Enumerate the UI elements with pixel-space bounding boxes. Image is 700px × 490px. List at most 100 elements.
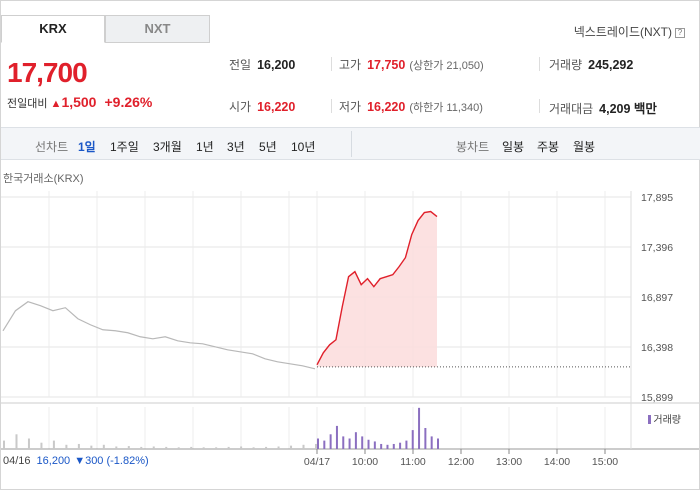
candle-weekly[interactable]: 주봉	[537, 140, 560, 154]
nxt-link-label: 넥스트레이드(NXT)	[573, 25, 672, 39]
volume-bar	[399, 442, 402, 449]
volume-bar	[430, 436, 433, 449]
prev-day-date: 04/16	[3, 455, 31, 467]
candle-chart-label: 봉차트	[456, 140, 490, 154]
x-tick-label: 04/17	[304, 456, 330, 468]
volume-bar	[27, 438, 30, 449]
period-3y[interactable]: 3년	[227, 140, 245, 154]
candle-daily[interactable]: 일봉	[502, 140, 525, 154]
volume-bar	[127, 446, 130, 449]
volume-bar	[418, 407, 421, 449]
volume-bar	[140, 446, 143, 449]
stat-value: 16,200	[257, 58, 296, 72]
price-chart[interactable]: 17,895 17,396 16,897 16,398 15,899 04/17 10:0…	[1, 181, 699, 476]
prev-day-price: 16,200	[36, 455, 71, 467]
volume-bar	[202, 447, 205, 449]
volume-bar	[437, 438, 439, 449]
volume-bar	[15, 434, 18, 449]
prev-day-line	[2, 301, 316, 370]
stat-value: 4,209 백만	[599, 102, 657, 116]
stat-label: 전일	[229, 58, 252, 72]
volume-bar	[240, 446, 243, 449]
tab-nxt[interactable]: NXT	[105, 15, 210, 43]
divider	[331, 99, 332, 113]
volume-chart	[3, 407, 439, 449]
volume-bar	[177, 447, 180, 449]
volume-bar	[152, 446, 155, 449]
stat-label: 거래량	[549, 58, 583, 72]
stat-volume: 거래량 245,292	[549, 56, 633, 73]
volume-bar	[102, 444, 105, 449]
volume-bar	[348, 438, 351, 449]
stat-label: 고가	[339, 58, 362, 72]
tab-krx[interactable]: KRX	[1, 15, 105, 43]
current-price: 17,700	[7, 57, 88, 88]
period-bar: 선차트 1일 1주일 3개월 1년 3년 5년 10년 봉차트 일봉 주봉 월봉	[1, 127, 700, 160]
change-amount: 1,500	[61, 94, 97, 110]
volume-bar	[115, 446, 118, 449]
divider	[331, 57, 332, 71]
volume-legend: 거래량	[648, 411, 681, 426]
volume-bar	[373, 441, 376, 449]
stat-open: 시가 16,220	[229, 98, 295, 115]
volume-bar	[77, 443, 80, 449]
volume-bar	[252, 447, 255, 449]
x-tick-label: 14:00	[544, 456, 570, 468]
prev-day-info: 04/16 16,200 ▼300 (-1.82%)	[3, 455, 149, 467]
divider	[351, 131, 352, 157]
stat-value: 17,750	[367, 58, 406, 72]
stat-extra: (상한가 21,050)	[409, 60, 484, 72]
change-percent: +9.26%	[104, 94, 153, 110]
volume-bar	[380, 443, 383, 449]
x-tick-label: 11:00	[400, 456, 426, 468]
volume-bar	[165, 446, 168, 449]
today-area	[317, 211, 437, 367]
volume-bar	[392, 443, 395, 449]
volume-legend-swatch	[648, 415, 652, 424]
stat-extra: (하한가 11,340)	[409, 102, 483, 114]
period-10y[interactable]: 10년	[291, 140, 316, 154]
volume-bar	[367, 439, 370, 449]
volume-legend-label: 거래량	[653, 415, 681, 426]
help-icon[interactable]: ?	[675, 28, 685, 38]
volume-bar	[277, 446, 280, 449]
change-label: 전일대비	[7, 98, 48, 110]
volume-bar	[302, 444, 305, 449]
volume-bar	[315, 443, 317, 449]
today-line	[316, 210, 438, 366]
divider	[539, 99, 540, 113]
stat-amount: 거래대금 4,209 백만	[549, 98, 657, 117]
volume-bar	[40, 442, 43, 449]
y-tick-label: 17,396	[641, 242, 673, 254]
x-tick-label: 12:00	[448, 456, 474, 468]
x-tick-label: 13:00	[496, 456, 522, 468]
up-triangle-icon: ▲	[50, 98, 62, 110]
chart-grid	[1, 191, 699, 450]
candle-monthly[interactable]: 월봉	[573, 140, 596, 154]
y-tick-label: 17,895	[641, 192, 673, 204]
period-1w[interactable]: 1주일	[110, 140, 139, 154]
period-1d[interactable]: 1일	[78, 140, 96, 154]
period-3m[interactable]: 3개월	[153, 140, 182, 154]
line-chart-label: 선차트	[35, 140, 69, 154]
period-5y[interactable]: 5년	[259, 140, 277, 154]
stat-label: 저가	[339, 100, 362, 114]
volume-bar	[215, 447, 218, 449]
exchange-label: 한국거래소(KRX)	[3, 173, 84, 185]
stat-label: 거래대금	[549, 102, 594, 116]
stat-label: 시가	[229, 100, 252, 114]
volume-bar	[90, 445, 93, 449]
period-1y[interactable]: 1년	[196, 140, 214, 154]
volume-bar	[424, 428, 427, 449]
volume-bar	[265, 446, 268, 449]
nxt-link[interactable]: 넥스트레이드(NXT)?	[574, 23, 685, 40]
volume-bar	[386, 444, 389, 449]
stat-prev-close: 전일 16,200	[229, 56, 295, 73]
y-tick-label: 16,897	[641, 292, 673, 304]
volume-bar	[335, 425, 338, 449]
x-axis: 04/17 10:00 11:00 12:00 13:00 14:00 15:00	[304, 449, 618, 468]
volume-bar	[361, 436, 364, 449]
y-tick-label: 15,899	[641, 392, 673, 404]
y-axis: 17,895 17,396 16,897 16,398 15,899	[641, 192, 673, 404]
prev-day-series	[2, 301, 316, 370]
